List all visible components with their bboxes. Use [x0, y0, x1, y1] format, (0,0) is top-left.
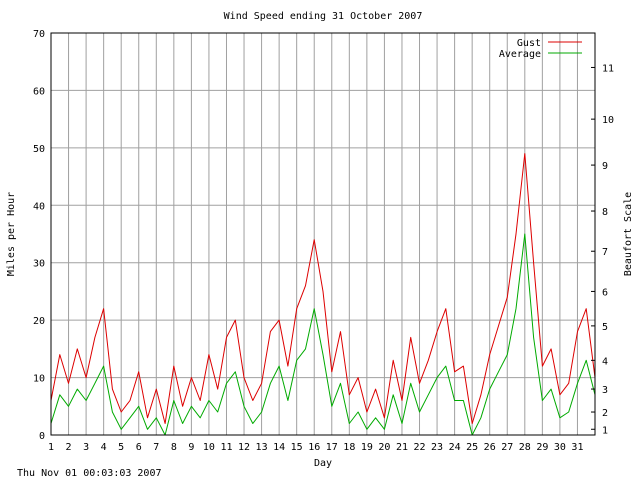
- beaufort-tick-label: 2: [602, 408, 608, 419]
- right-axis-beaufort: 1 2 3 4 5 6 7 8 9 10 11: [591, 63, 614, 436]
- chart-title: Wind Speed ending 31 October 2007: [224, 11, 423, 22]
- x-tick-label: 20: [378, 442, 390, 453]
- x-tick-label: 3: [83, 442, 89, 453]
- beaufort-tick-label: 3: [602, 385, 608, 396]
- y-tick-label: 60: [33, 86, 45, 97]
- x-tick-label: 16: [308, 442, 320, 453]
- x-tick-label: 13: [256, 442, 268, 453]
- x-tick-label: 22: [413, 442, 425, 453]
- x-tick-label: 12: [238, 442, 250, 453]
- x-axis-label: Day: [314, 458, 332, 469]
- y-tick-label: 0: [39, 431, 45, 442]
- x-tick-label: 30: [554, 442, 566, 453]
- plot-frame: [50, 32, 596, 436]
- beaufort-tick-label: 4: [602, 356, 608, 367]
- series-line-gust: [50, 153, 596, 424]
- y-axis-label: Miles per Hour: [6, 192, 17, 276]
- beaufort-tick-label: 6: [602, 287, 608, 298]
- x-tick-label: 9: [188, 442, 194, 453]
- x-tick-label: 1: [48, 442, 54, 453]
- y-tick-label: 10: [33, 374, 45, 385]
- x-tick-label: 26: [484, 442, 496, 453]
- x-tick-label: 27: [501, 442, 513, 453]
- x-tick-label: 14: [273, 442, 285, 453]
- x-tick-label: 28: [519, 442, 531, 453]
- x-tick-label: 5: [118, 442, 124, 453]
- beaufort-tick-label: 8: [602, 207, 608, 218]
- beaufort-tick-label: 5: [602, 322, 608, 333]
- x-tick-label: 23: [431, 442, 443, 453]
- x-tick-label: 7: [153, 442, 159, 453]
- left-axis: 0 10 20 30 40 50 60 70: [33, 29, 45, 442]
- legend-average-label: Average: [499, 49, 541, 60]
- x-tick-label: 4: [101, 442, 107, 453]
- beaufort-tick-label: 10: [602, 115, 614, 126]
- beaufort-tick-label: 1: [602, 425, 608, 436]
- footer-timestamp: Thu Nov 01 00:03:03 2007: [17, 468, 162, 479]
- x-tick-label: 24: [449, 442, 461, 453]
- x-tick-label: 8: [171, 442, 177, 453]
- x-axis: 1 2 3 4 5 6 7 8 9 10 11 12 13 14 15 16 17 18 19 20 21 22 23 24 2…: [48, 442, 583, 453]
- y-tick-label: 30: [33, 259, 45, 270]
- beaufort-tick-label: 11: [602, 63, 614, 74]
- x-tick-label: 19: [361, 442, 373, 453]
- x-tick-label: 29: [536, 442, 548, 453]
- y-tick-label: 50: [33, 144, 45, 155]
- x-tick-label: 25: [466, 442, 478, 453]
- x-tick-label: 21: [396, 442, 408, 453]
- y-tick-label: 40: [33, 201, 45, 212]
- y2-axis-label: Beaufort Scale: [623, 192, 634, 276]
- y-tick-label: 20: [33, 316, 45, 327]
- y-tick-label: 70: [33, 29, 45, 40]
- x-tick-label: 15: [291, 442, 303, 453]
- beaufort-tick-label: 9: [602, 161, 608, 172]
- x-tick-label: 6: [136, 442, 142, 453]
- x-tick-label: 31: [571, 442, 583, 453]
- legend-gust-label: Gust: [517, 38, 541, 49]
- x-tick-label: 2: [66, 442, 72, 453]
- legend: Gust Average: [499, 38, 582, 60]
- x-tick-label: 11: [220, 442, 232, 453]
- series-layer: [50, 153, 596, 436]
- x-tick-label: 17: [326, 442, 338, 453]
- beaufort-tick-label: 7: [602, 247, 608, 258]
- x-tick-label: 18: [343, 442, 355, 453]
- x-tick-label: 10: [203, 442, 215, 453]
- series-line-average: [50, 233, 596, 436]
